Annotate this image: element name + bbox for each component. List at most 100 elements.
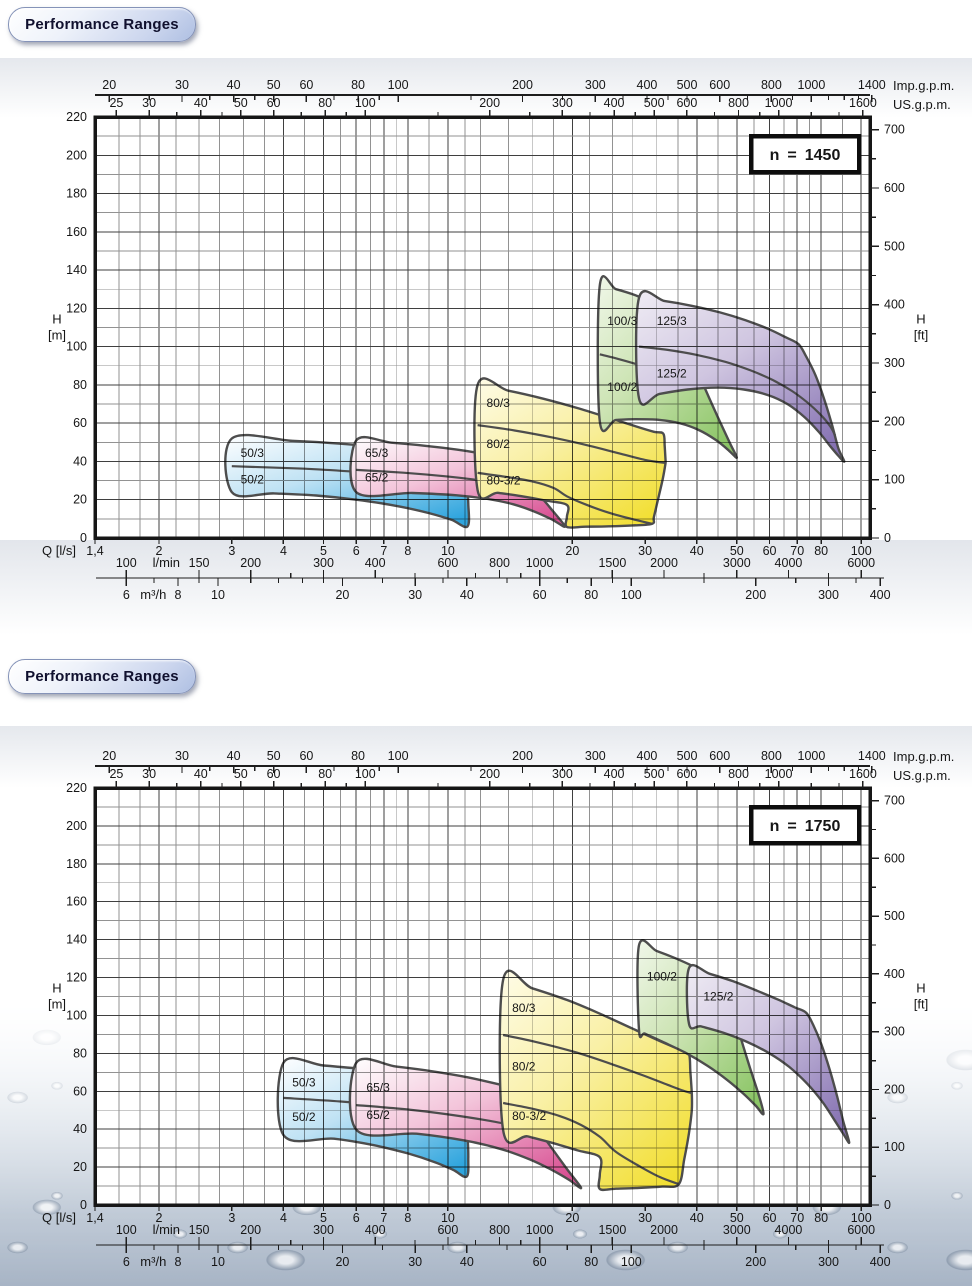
svg-text:150: 150 bbox=[189, 556, 210, 570]
svg-text:120: 120 bbox=[66, 301, 87, 315]
svg-text:m³/h: m³/h bbox=[140, 1254, 166, 1269]
svg-text:6: 6 bbox=[353, 1211, 360, 1225]
svg-text:60: 60 bbox=[763, 544, 777, 558]
region-65 bbox=[348, 1057, 583, 1190]
svg-text:0: 0 bbox=[80, 1198, 87, 1212]
svg-text:l/min: l/min bbox=[153, 1222, 180, 1237]
svg-text:80/2: 80/2 bbox=[487, 437, 511, 451]
svg-text:n = 1450: n = 1450 bbox=[770, 147, 841, 164]
chart-n=1450: 50/3 50/2 65/3 65/2 80/3 80/2 80-3/2 100/3 100/2… bbox=[42, 78, 954, 602]
svg-text:400: 400 bbox=[637, 749, 658, 763]
svg-text:1000: 1000 bbox=[765, 767, 793, 781]
svg-text:60: 60 bbox=[73, 416, 87, 430]
svg-text:50: 50 bbox=[730, 544, 744, 558]
svg-text:30: 30 bbox=[175, 78, 189, 92]
svg-text:3: 3 bbox=[228, 1211, 235, 1225]
svg-text:50/2: 50/2 bbox=[241, 473, 265, 487]
svg-text:65/2: 65/2 bbox=[365, 471, 389, 485]
svg-text:50: 50 bbox=[267, 749, 281, 763]
svg-text:100: 100 bbox=[851, 544, 872, 558]
svg-text:800: 800 bbox=[489, 556, 510, 570]
svg-text:600: 600 bbox=[437, 556, 458, 570]
svg-text:200: 200 bbox=[240, 556, 261, 570]
svg-text:30: 30 bbox=[175, 749, 189, 763]
svg-text:100: 100 bbox=[884, 473, 905, 487]
svg-text:[m]: [m] bbox=[48, 997, 66, 1012]
svg-text:Imp.g.p.m.: Imp.g.p.m. bbox=[893, 749, 954, 764]
svg-text:40: 40 bbox=[73, 1122, 87, 1136]
svg-text:600: 600 bbox=[884, 851, 905, 865]
svg-text:600: 600 bbox=[709, 78, 730, 92]
svg-text:220: 220 bbox=[66, 781, 87, 795]
svg-text:20: 20 bbox=[73, 1160, 87, 1174]
svg-text:140: 140 bbox=[66, 933, 87, 947]
svg-text:50: 50 bbox=[234, 767, 248, 781]
svg-text:50: 50 bbox=[267, 78, 281, 92]
svg-text:700: 700 bbox=[884, 794, 905, 808]
svg-text:80: 80 bbox=[318, 96, 332, 110]
svg-text:50: 50 bbox=[730, 1211, 744, 1225]
svg-text:2: 2 bbox=[156, 544, 163, 558]
svg-text:100: 100 bbox=[355, 767, 376, 781]
region-80 bbox=[498, 969, 694, 1192]
svg-text:1600: 1600 bbox=[849, 767, 877, 781]
svg-text:500: 500 bbox=[884, 909, 905, 923]
svg-text:20: 20 bbox=[335, 1255, 349, 1269]
svg-text:80-3/2: 80-3/2 bbox=[487, 474, 521, 488]
svg-text:80: 80 bbox=[584, 588, 598, 602]
svg-text:30: 30 bbox=[638, 544, 652, 558]
svg-text:100: 100 bbox=[621, 1255, 642, 1269]
svg-text:150: 150 bbox=[189, 1223, 210, 1237]
svg-text:1000: 1000 bbox=[526, 1223, 554, 1237]
svg-text:30: 30 bbox=[408, 1255, 422, 1269]
svg-text:600: 600 bbox=[437, 1223, 458, 1237]
svg-text:70: 70 bbox=[790, 1211, 804, 1225]
svg-text:80: 80 bbox=[351, 749, 365, 763]
svg-text:20: 20 bbox=[102, 749, 116, 763]
svg-text:300: 300 bbox=[884, 1025, 905, 1039]
svg-text:7: 7 bbox=[380, 544, 387, 558]
svg-text:40: 40 bbox=[690, 544, 704, 558]
svg-text:300: 300 bbox=[552, 767, 573, 781]
svg-text:100: 100 bbox=[884, 1140, 905, 1154]
svg-text:300: 300 bbox=[884, 356, 905, 370]
svg-text:700: 700 bbox=[884, 123, 905, 137]
svg-text:500: 500 bbox=[884, 239, 905, 253]
svg-text:125/2: 125/2 bbox=[703, 990, 733, 1004]
svg-text:600: 600 bbox=[676, 96, 697, 110]
svg-text:70: 70 bbox=[790, 544, 804, 558]
regions bbox=[224, 275, 846, 529]
svg-text:200: 200 bbox=[66, 148, 87, 162]
svg-text:6000: 6000 bbox=[847, 556, 875, 570]
svg-text:1400: 1400 bbox=[858, 749, 886, 763]
svg-text:6000: 6000 bbox=[847, 1223, 875, 1237]
svg-text:8: 8 bbox=[404, 1211, 411, 1225]
svg-text:100/3: 100/3 bbox=[607, 314, 637, 328]
svg-text:100: 100 bbox=[388, 749, 409, 763]
svg-text:600: 600 bbox=[676, 767, 697, 781]
section-header-label: Performance Ranges bbox=[25, 16, 179, 33]
svg-text:4: 4 bbox=[280, 544, 287, 558]
svg-text:0: 0 bbox=[884, 531, 891, 545]
svg-text:2: 2 bbox=[156, 1211, 163, 1225]
svg-text:400: 400 bbox=[604, 96, 625, 110]
svg-text:20: 20 bbox=[335, 588, 349, 602]
svg-text:[m]: [m] bbox=[48, 328, 66, 343]
svg-text:100: 100 bbox=[388, 78, 409, 92]
svg-text:100: 100 bbox=[116, 1223, 137, 1237]
svg-text:100/2: 100/2 bbox=[607, 380, 637, 394]
svg-text:800: 800 bbox=[761, 749, 782, 763]
svg-text:n = 1750: n = 1750 bbox=[770, 818, 841, 835]
svg-text:100: 100 bbox=[621, 588, 642, 602]
svg-text:H: H bbox=[52, 312, 61, 327]
svg-text:40: 40 bbox=[690, 1211, 704, 1225]
svg-text:20: 20 bbox=[73, 493, 87, 507]
svg-text:80/3: 80/3 bbox=[487, 396, 511, 410]
speed-box: n = 1450 bbox=[748, 133, 862, 175]
svg-text:60: 60 bbox=[763, 1211, 777, 1225]
svg-text:500: 500 bbox=[677, 78, 698, 92]
svg-text:30: 30 bbox=[142, 767, 156, 781]
svg-text:200: 200 bbox=[66, 819, 87, 833]
